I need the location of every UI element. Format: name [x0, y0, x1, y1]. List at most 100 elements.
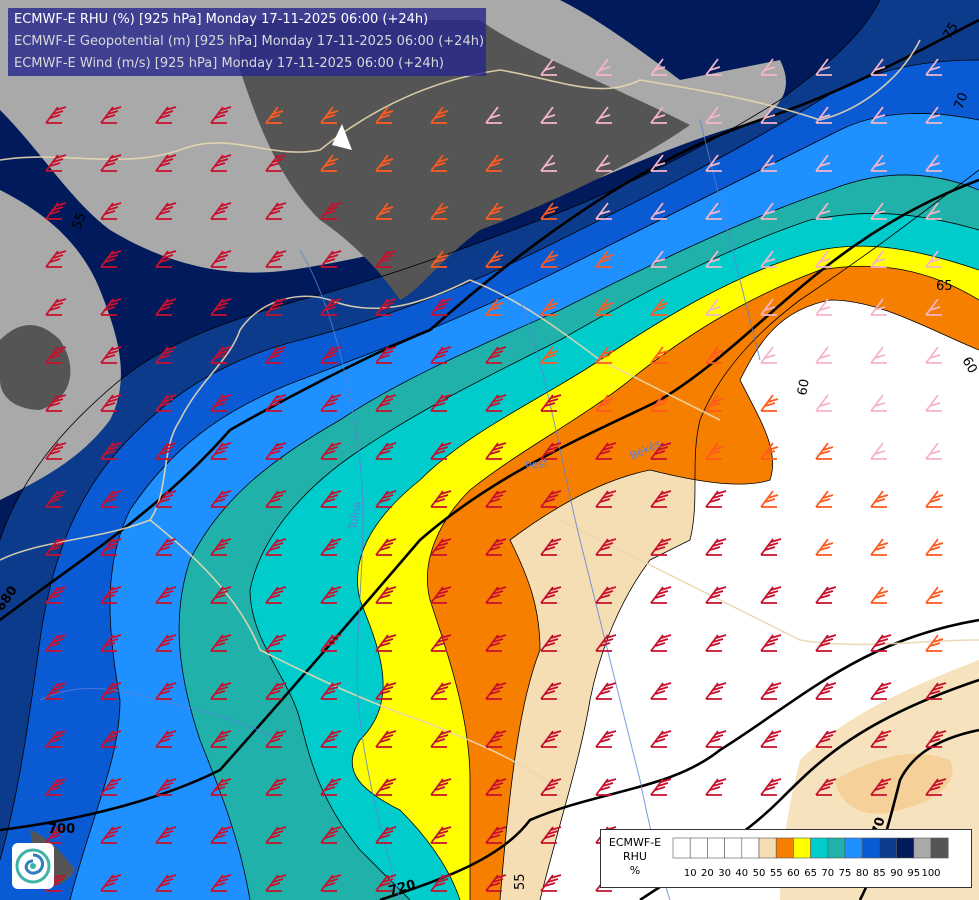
wind-barb-icon — [485, 106, 502, 124]
legend-color-scale: 10 20 30 40 50 55 60 65 70 75 80 85 90 95 100 — [672, 837, 949, 879]
wind-barb-icon — [210, 250, 232, 268]
wind-barb-icon — [375, 826, 397, 844]
wind-barb-icon — [815, 490, 834, 508]
wind-barb-icon — [155, 778, 177, 796]
wind-barb-icon — [100, 106, 122, 124]
wind-barb-icon — [375, 442, 397, 460]
wind-barb-icon — [760, 106, 777, 124]
wind-barb-icon — [870, 298, 887, 316]
wind-barb-icon — [430, 346, 452, 364]
wind-barb-icon — [265, 442, 287, 460]
wind-barb-icon — [540, 106, 557, 124]
wind-barb-icon — [430, 874, 452, 892]
wind-barb-icon — [595, 298, 614, 316]
wind-barb-icon — [485, 346, 507, 364]
wind-barb-icon — [375, 874, 397, 892]
wind-barb-icon — [100, 346, 122, 364]
wind-barb-icon — [375, 634, 397, 652]
wind-barb-icon — [650, 394, 669, 412]
wind-barb-icon — [210, 106, 232, 124]
wind-barb-icon — [650, 490, 672, 508]
legend-swatch — [689, 837, 708, 859]
wind-barb-icon — [430, 154, 449, 172]
rhu-max-area-west — [0, 325, 71, 410]
wind-barb-icon — [430, 106, 449, 124]
legend-swatch — [896, 837, 915, 859]
legend-swatch — [741, 837, 760, 859]
wind-barb-icon — [815, 154, 832, 172]
wind-barb-icon — [430, 778, 452, 796]
wind-barb-icon — [210, 154, 232, 172]
wind-barb-icon — [925, 394, 942, 412]
wind-barb-icon — [375, 202, 394, 220]
wind-barb-icon — [650, 58, 667, 76]
wind-barb-icon — [760, 586, 782, 604]
title-wind: ECMWF-E Wind (m/s) [925 hPa] Monday 17-1… — [14, 56, 445, 71]
wind-barb-icon — [485, 586, 507, 604]
wind-barb-icon — [265, 538, 287, 556]
wind-barb-icon — [815, 682, 837, 700]
wind-barb-icon — [320, 442, 342, 460]
wind-barb-icon — [760, 778, 782, 796]
wind-barb-icon — [210, 682, 232, 700]
wind-barb-icon — [540, 202, 559, 220]
wind-barb-icon — [925, 778, 947, 796]
wind-barb-icon — [870, 682, 892, 700]
legend-tick-label: 60 — [787, 868, 800, 879]
wind-barb-icon — [650, 538, 672, 556]
wind-barb-icon — [45, 634, 67, 652]
wind-barb-icon — [925, 346, 942, 364]
wind-barb-icon — [265, 394, 287, 412]
legend-title-variable: RHU — [623, 850, 647, 863]
wind-barb-icon — [705, 442, 724, 460]
wind-barb-icon — [540, 490, 562, 508]
wind-barb-icon — [815, 106, 832, 124]
wind-barb-icon — [705, 586, 727, 604]
title-geopotential: ECMWF-E Geopotential (m) [925 hPa] Monda… — [14, 34, 485, 49]
wind-barb-icon — [210, 490, 232, 508]
wind-barb-icon — [155, 106, 177, 124]
wind-barb-icon — [320, 538, 342, 556]
wind-barb-icon — [705, 106, 722, 124]
wind-barb-icon — [45, 154, 67, 172]
wind-barb-icon — [155, 442, 177, 460]
wind-barb-icon — [485, 202, 504, 220]
wind-barb-icon — [100, 442, 122, 460]
wind-barb-icon — [100, 394, 122, 412]
geopotential-label-720: 720 — [387, 877, 417, 899]
wind-barb-icon — [430, 730, 452, 748]
wind-barb-icon — [430, 250, 449, 268]
wind-barb-icon — [265, 202, 287, 220]
wind-barb-icon — [595, 634, 617, 652]
wind-barb-icon — [430, 298, 452, 316]
wind-barb-icon — [540, 682, 562, 700]
wind-barb-icon — [100, 682, 122, 700]
wind-barb-icon — [375, 778, 397, 796]
wind-barb-icon — [320, 586, 342, 604]
legend-tick-label: 70 — [821, 868, 834, 879]
wind-barb-icon — [925, 202, 942, 220]
wind-barb-icon — [485, 634, 507, 652]
wind-barb-icon — [375, 682, 397, 700]
wind-barb-icon — [155, 250, 177, 268]
wind-barb-icon — [320, 874, 342, 892]
wind-barb-icon — [650, 298, 669, 316]
wind-barb-icon — [100, 202, 122, 220]
wind-barb-icon — [595, 346, 614, 364]
wind-barb-icon — [815, 250, 832, 268]
wind-barb-icon — [155, 346, 177, 364]
rhu-label-70: 70 — [952, 91, 972, 112]
provider-logo — [12, 843, 54, 889]
wind-barb-icon — [320, 106, 339, 124]
wind-barb-icon — [760, 730, 782, 748]
wind-barb-icon — [265, 874, 287, 892]
wind-barb-icon — [595, 730, 617, 748]
wind-barb-icon — [375, 730, 397, 748]
wind-barb-icon — [760, 58, 777, 76]
wind-barb-icon — [45, 778, 67, 796]
wind-barb-icon — [925, 298, 942, 316]
wind-barb-icon — [650, 682, 672, 700]
wind-barb-icon — [925, 586, 944, 604]
wind-barb-icon — [595, 250, 614, 268]
